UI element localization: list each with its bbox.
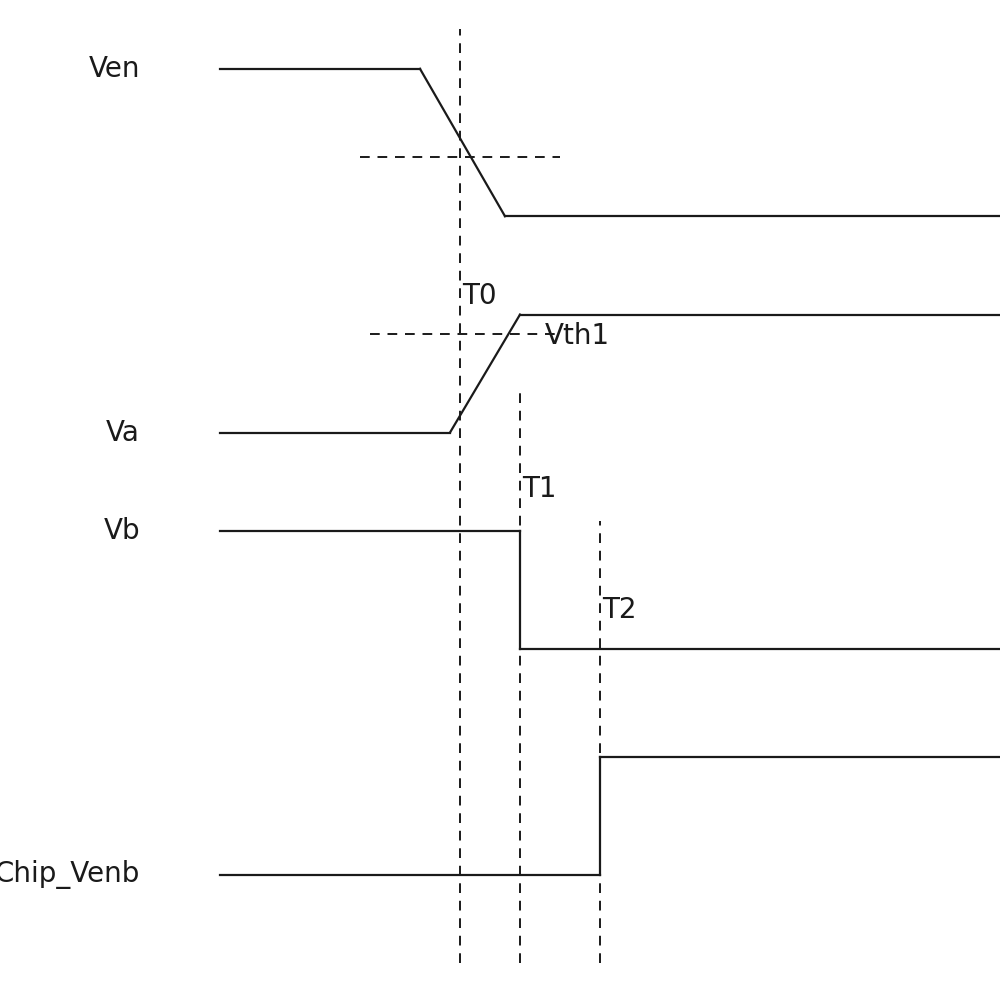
Text: Va: Va (106, 419, 140, 446)
Text: Vth1: Vth1 (545, 322, 610, 350)
Text: T1: T1 (522, 476, 556, 503)
Text: Chip_Venb: Chip_Venb (0, 860, 140, 890)
Text: T0: T0 (462, 282, 497, 310)
Text: Vb: Vb (103, 517, 140, 545)
Text: T2: T2 (602, 597, 637, 624)
Text: Ven: Ven (88, 55, 140, 83)
